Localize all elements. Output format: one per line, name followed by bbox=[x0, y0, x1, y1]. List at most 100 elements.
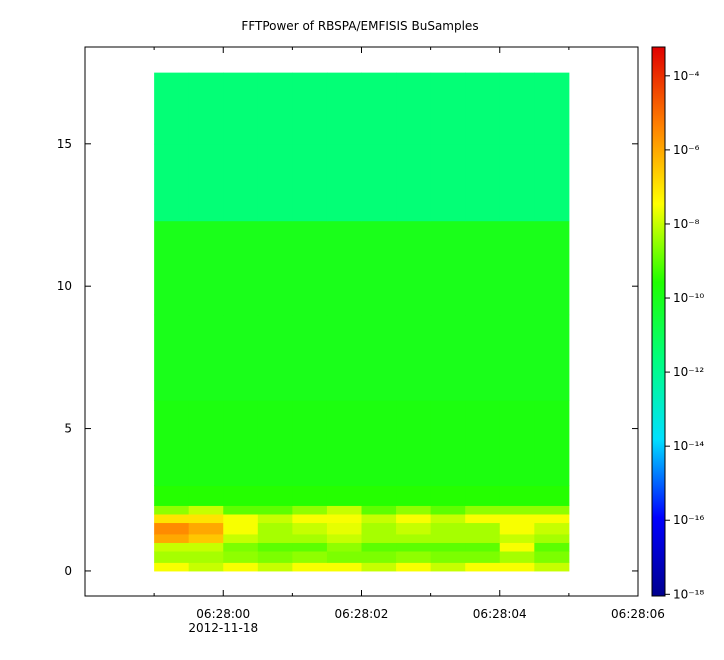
cell bbox=[499, 220, 535, 316]
cell bbox=[499, 542, 535, 552]
cell bbox=[257, 542, 293, 552]
x-tick-label: 06:28:02 bbox=[335, 607, 389, 621]
cell bbox=[292, 220, 328, 316]
cell bbox=[361, 505, 397, 515]
cell bbox=[257, 143, 293, 222]
cell bbox=[223, 400, 259, 487]
cell bbox=[188, 513, 224, 524]
cell bbox=[223, 542, 259, 552]
cell bbox=[326, 522, 362, 535]
cell bbox=[534, 505, 570, 515]
cell bbox=[499, 522, 535, 535]
cell bbox=[534, 533, 570, 543]
date-label: 2012-11-18 bbox=[188, 621, 258, 635]
cell bbox=[430, 551, 466, 563]
cell bbox=[223, 533, 259, 543]
cell bbox=[223, 143, 259, 222]
cell bbox=[396, 522, 432, 535]
y-tick-label: 5 bbox=[64, 422, 72, 436]
cell bbox=[257, 220, 293, 316]
cell bbox=[465, 72, 501, 145]
cell bbox=[154, 400, 190, 487]
cell bbox=[257, 513, 293, 524]
cell bbox=[361, 314, 397, 401]
cell bbox=[465, 143, 501, 222]
y-tick-label: 10 bbox=[57, 279, 72, 293]
cell bbox=[292, 72, 328, 145]
cell bbox=[534, 314, 570, 401]
cell bbox=[534, 485, 570, 506]
cell bbox=[534, 400, 570, 487]
cell bbox=[499, 143, 535, 222]
cell bbox=[188, 314, 224, 401]
cell bbox=[257, 505, 293, 515]
colorbar-tick-label: 10⁻¹⁰ bbox=[673, 291, 704, 305]
cell bbox=[499, 505, 535, 515]
cell bbox=[188, 562, 224, 572]
cell bbox=[465, 220, 501, 316]
cell bbox=[154, 72, 190, 145]
colorbar-tick-label: 10⁻¹⁶ bbox=[673, 513, 704, 527]
cell bbox=[257, 551, 293, 563]
cell bbox=[499, 562, 535, 572]
cell bbox=[430, 220, 466, 316]
y-tick-label: 0 bbox=[64, 564, 72, 578]
cell bbox=[257, 400, 293, 487]
cell bbox=[361, 562, 397, 572]
cell bbox=[188, 220, 224, 316]
cell bbox=[188, 533, 224, 543]
cell bbox=[534, 143, 570, 222]
cell bbox=[326, 143, 362, 222]
cell bbox=[326, 400, 362, 487]
cell bbox=[465, 485, 501, 506]
cell bbox=[465, 551, 501, 563]
cell bbox=[396, 542, 432, 552]
chart-title: FFTPower of RBSPA/EMFISIS BuSamples bbox=[241, 19, 478, 33]
cell bbox=[430, 522, 466, 535]
cell bbox=[430, 485, 466, 506]
cell bbox=[154, 143, 190, 222]
cell bbox=[361, 485, 397, 506]
cell bbox=[326, 505, 362, 515]
cell bbox=[292, 562, 328, 572]
cell bbox=[361, 542, 397, 552]
cell bbox=[292, 533, 328, 543]
cell bbox=[534, 551, 570, 563]
cell bbox=[154, 505, 190, 515]
cell bbox=[188, 542, 224, 552]
y-tick-label: 15 bbox=[57, 137, 72, 151]
x-tick-label: 06:28:06 bbox=[611, 607, 665, 621]
cell bbox=[223, 314, 259, 401]
cell bbox=[430, 72, 466, 145]
cell bbox=[499, 72, 535, 145]
cell bbox=[361, 72, 397, 145]
cell bbox=[534, 220, 570, 316]
cell bbox=[154, 220, 190, 316]
cell bbox=[430, 542, 466, 552]
cell bbox=[396, 551, 432, 563]
cell bbox=[396, 314, 432, 401]
cell bbox=[465, 400, 501, 487]
cell bbox=[499, 533, 535, 543]
cell bbox=[499, 485, 535, 506]
colorbar-tick-label: 10⁻¹² bbox=[673, 365, 704, 379]
cell bbox=[499, 314, 535, 401]
cell bbox=[257, 485, 293, 506]
cell bbox=[465, 533, 501, 543]
cell bbox=[361, 400, 397, 487]
cell bbox=[361, 551, 397, 563]
cell bbox=[430, 562, 466, 572]
cell bbox=[499, 400, 535, 487]
cell bbox=[257, 562, 293, 572]
cell bbox=[465, 513, 501, 524]
cell bbox=[326, 314, 362, 401]
cell bbox=[188, 522, 224, 535]
cell bbox=[361, 220, 397, 316]
cell bbox=[534, 522, 570, 535]
cell bbox=[188, 485, 224, 506]
cell bbox=[154, 513, 190, 524]
colorbar-tick-label: 10⁻⁴ bbox=[673, 69, 700, 83]
cell bbox=[396, 220, 432, 316]
colorbar bbox=[651, 46, 666, 597]
cell bbox=[326, 551, 362, 563]
